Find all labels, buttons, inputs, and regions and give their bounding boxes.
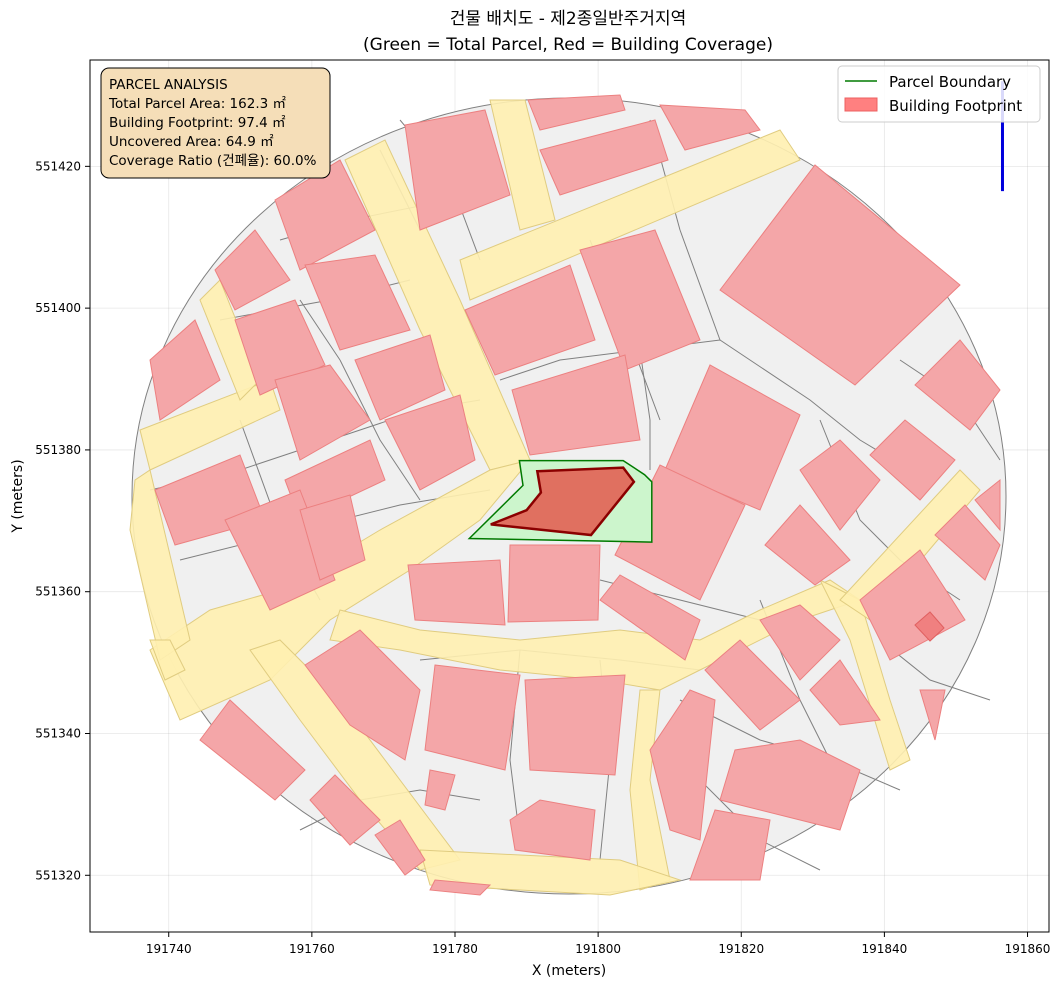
building [384,394,476,491]
roads [129,99,981,896]
building [424,664,521,771]
annotation-line: Building Footprint: 97.4 ㎡ [109,115,286,131]
annotation-heading: PARCEL ANALYSIS [109,77,228,93]
building [309,774,381,846]
y-tick-label: 551420 [35,159,81,173]
building [719,164,961,386]
annotation-line: Coverage Ratio (건폐율): 60.0% [109,153,317,169]
y-tick-label: 551400 [35,301,81,315]
building [299,494,366,581]
x-tick-label: 191840 [861,942,907,956]
building [649,689,716,841]
building [274,364,371,461]
building [374,819,426,876]
y-tick-label: 551380 [35,443,81,457]
building [869,419,956,501]
building [464,264,596,376]
road-segment [329,579,862,691]
parcel-analysis-box: PARCEL ANALYSIS Total Parcel Area: 162.3… [100,67,331,179]
building [511,354,641,456]
building [234,299,326,396]
y-tick-label: 551360 [35,585,81,599]
x-tick-label: 191800 [575,942,621,956]
building [719,739,861,831]
building [799,439,881,531]
target-building-footprint [490,466,636,537]
building [759,604,841,681]
building [214,229,291,311]
road-segment [139,379,281,471]
building [919,689,946,741]
building [149,319,221,421]
building [579,229,701,371]
x-tick-label: 191740 [146,942,192,956]
building [404,109,511,231]
building [524,674,626,776]
building [199,699,306,801]
building [914,339,1001,431]
y-axis-label: Y (meters) [10,459,26,533]
building [424,769,456,811]
legend-building-patch-swatch [844,97,878,112]
legend-label: Building Footprint [889,97,1022,115]
chart-title-line-1: 건물 배치도 - 제2종일반주거지역 [450,9,686,29]
annotation-line: Total Parcel Area: 162.3 ㎡ [108,96,286,112]
plot-frame [89,59,1050,933]
y-tick-label: 551320 [35,868,81,882]
building [764,504,851,586]
highlighted-small-building [914,611,945,642]
x-tick-label: 191760 [289,942,335,956]
building [809,659,881,726]
building [354,334,446,421]
building [527,94,626,131]
road-segment [149,639,186,681]
building [407,559,506,626]
y-tick-label: 551340 [35,726,81,740]
x-axis-ticks: 191740 191760 191780 191800 191820 191840 1918… [146,932,1051,956]
chart-title-line-2: (Green = Total Parcel, Red = Building Co… [363,35,773,55]
building [974,478,1001,532]
x-tick-label: 191860 [1005,942,1051,956]
road-segment [839,469,981,621]
building [934,504,1001,581]
map-layer [129,81,1007,896]
road-segment [489,99,556,231]
building [704,639,801,731]
building [304,254,411,351]
building [539,119,669,196]
building [429,879,492,896]
x-tick-label: 191780 [432,942,478,956]
building [509,799,596,861]
legend: Parcel Boundary Building Footprint [837,65,1041,123]
legend-label: Parcel Boundary [889,73,1011,91]
building [659,104,761,151]
building [304,629,421,761]
building [689,809,771,881]
y-axis-ticks: 551320 551340 551360 551380 551400 551420 [35,159,90,882]
annotation-line: Uncovered Area: 64.9 ㎡ [109,134,274,150]
building [599,574,701,661]
x-tick-label: 191820 [718,942,764,956]
neighbour-buildings [149,94,1001,896]
road-segment [459,129,801,301]
building [507,544,601,623]
x-axis-label: X (meters) [532,963,606,979]
